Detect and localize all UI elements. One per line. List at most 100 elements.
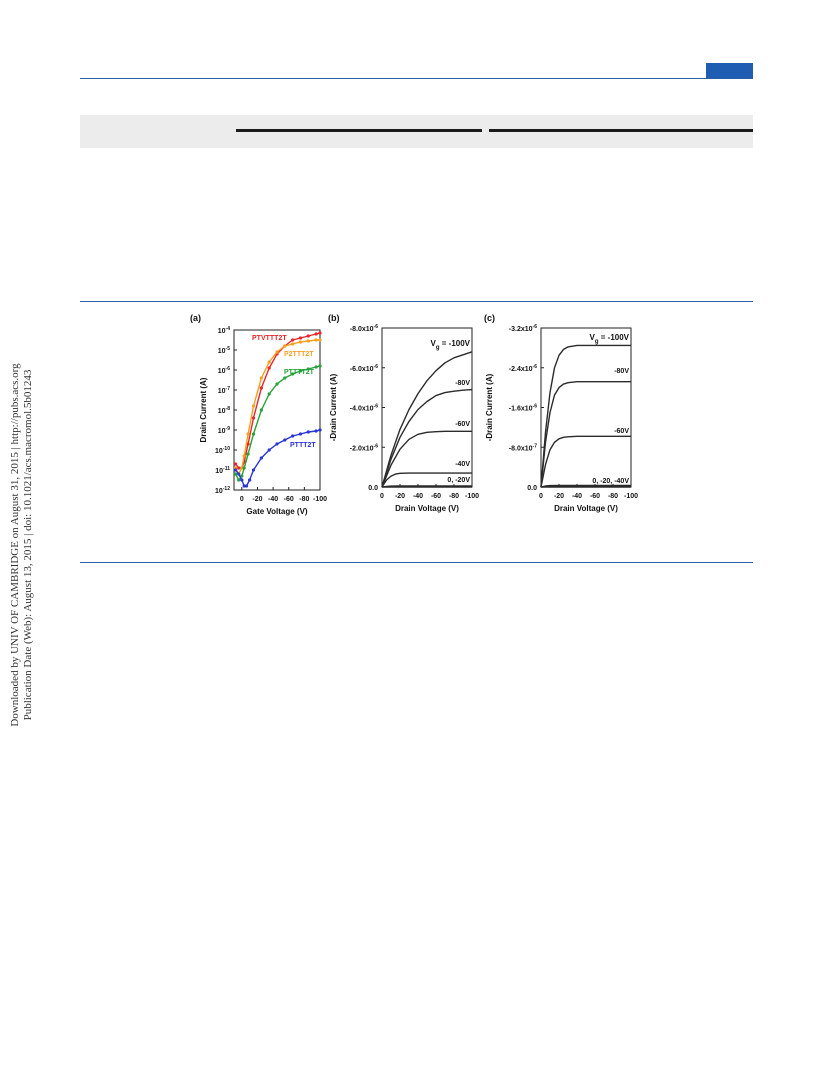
x-tick-label: -80 [608,493,618,500]
data-point [244,484,249,488]
data-point [251,404,256,408]
series-line [381,430,472,488]
y-tick-label: -6.0x10-6 [350,364,378,373]
data-point [237,472,241,476]
plot-frame [540,327,632,488]
data-point [275,382,279,386]
data-point [306,339,310,343]
header-tab [706,63,753,78]
data-point [267,448,271,452]
series-line [540,380,631,488]
y-tick-label: 10-8 [218,406,230,415]
y-tick-label: -8.0x10-6 [350,324,378,333]
x-tick-label: -60 [431,493,441,500]
data-point [306,367,310,371]
series-line [381,472,472,488]
x-tick-label: 0 [539,493,543,500]
y-tick-label: 10-10 [215,446,230,455]
data-point [259,376,263,380]
data-point [233,468,238,472]
data-point [240,474,244,478]
data-point [242,484,246,488]
data-point [251,432,256,436]
figure-bottom-rule [80,562,753,563]
data-point [246,452,250,456]
x-tick-label: -20 [554,493,564,500]
data-point [306,334,310,338]
x-tick-label: -20 [252,496,262,503]
data-point [267,360,271,364]
x-tick-label: -80 [299,496,309,503]
data-point [259,408,263,412]
y-tick-label: -1.6x10-6 [509,404,537,413]
download-note-line2: Publication Date (Web): August 13, 2015 … [22,369,34,721]
data-point [237,466,241,470]
x-axis-label: Drain Voltage (V) [554,504,618,513]
data-point [237,478,241,482]
curve-annotation: -60V [455,421,470,428]
data-point [251,468,256,472]
data-point [298,340,303,344]
y-tick-label: -4.0x10-6 [350,404,378,413]
figure-panel-c: (c) 0.0 -8.0x10-7 -1.6x10-6 -2.4x10-6 -3.2x10… [480,308,646,522]
x-tick-label: -20 [395,493,405,500]
panel-label: (c) [484,313,495,323]
data-point [291,342,295,346]
y-tick-label: 10-11 [215,466,230,475]
curve-annotation: 0, -20, -40V [592,478,629,485]
series-line [381,351,473,488]
data-point [314,365,318,369]
transfer-curve-chart: (a) 10-4 10-5 10-6 10-7 10-8 10-9 10-10 10-11 10-… [190,313,327,516]
figure-top-rule [80,301,753,302]
y-tick-label: -2.0x10-6 [350,443,378,452]
data-point [259,386,263,390]
x-tick-label: -40 [413,493,423,500]
table-column-rule-right [489,129,753,132]
x-tick-label: -40 [268,496,278,503]
x-tick-label: -100 [313,496,327,503]
data-point [246,432,250,436]
curve-annotation: -60V [614,428,629,435]
data-point [233,462,238,466]
data-point [318,338,322,342]
series-label: PTTT2T [290,442,316,449]
series-label: PTVTTT2T [252,335,287,342]
series-label: P2TTT2T [284,351,314,358]
output-curve-chart-b: (b) 0.0 -2.0x10-6 -4.0x10-6 -6.0x10-6 -8.0x10… [328,313,479,513]
header-rule [80,78,753,79]
data-point [291,434,295,438]
y-axis-label: -Drain Current (A) [485,373,494,441]
y-tick-label: 10-12 [215,486,230,495]
y-tick-label: 10-9 [218,426,230,435]
x-tick-label: -80 [449,493,459,500]
data-point [291,372,295,376]
y-tick-label: 0.0 [527,485,537,492]
y-tick-label: 10-5 [218,346,230,355]
y-axis-label: Drain Current (A) [199,377,208,442]
x-tick-label: -40 [572,493,582,500]
data-point [298,336,303,340]
x-axis-label: Gate Voltage (V) [246,507,308,516]
y-tick-label: 10-4 [218,326,230,335]
curve-annotation: -80V [614,368,629,375]
y-tick-label: -3.2x10-6 [509,324,537,333]
data-point [318,364,322,368]
table-column-rule-left [236,129,482,132]
panel-label: (a) [190,313,201,323]
x-tick-label: -60 [284,496,294,503]
x-tick-label: -100 [624,493,638,500]
series-line [540,344,631,488]
data-point [283,438,287,442]
data-point [246,442,250,446]
figure-panel-a: (a) 10-4 10-5 10-6 10-7 10-8 10-9 10-10 10-11 10-… [188,308,336,522]
series-line [540,435,631,488]
data-point [298,369,303,373]
curve-annotation: -40V [455,461,470,468]
y-tick-label: 10-7 [218,386,230,395]
y-tick-label: 10-6 [218,366,230,375]
x-tick-label: 0 [240,496,244,503]
panel-label: (b) [328,313,340,323]
data-point [275,350,279,354]
data-point [240,478,244,482]
download-note-line1: Downloaded by UNIV OF CAMBRIDGE on Augus… [9,363,21,727]
